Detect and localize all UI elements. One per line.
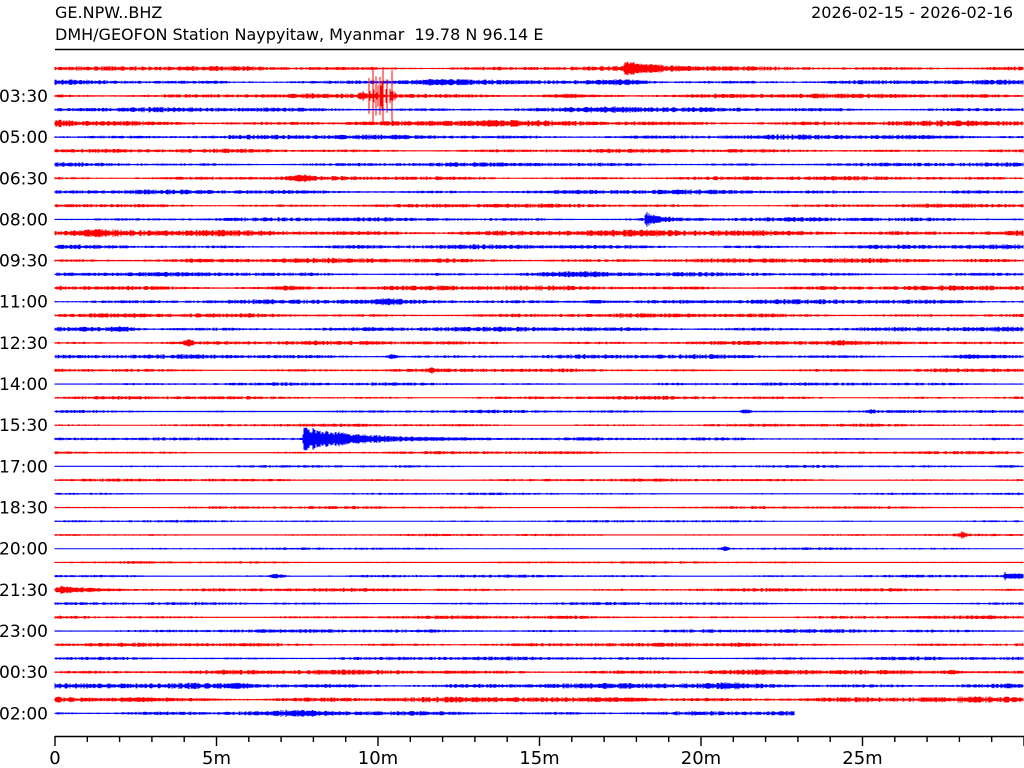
trace-row xyxy=(54,106,1024,113)
trace-row xyxy=(54,285,1024,291)
row-time-label: 21:30 xyxy=(0,581,48,601)
trace-row xyxy=(54,354,1024,360)
trace-row xyxy=(54,492,1024,496)
trace-row xyxy=(54,61,1024,76)
row-time-label: 09:30 xyxy=(0,252,48,272)
trace-row xyxy=(54,298,1024,306)
trace-row xyxy=(54,79,1024,86)
row-time-label: 18:30 xyxy=(0,499,48,519)
trace-row xyxy=(54,367,1024,374)
row-time-label: 08:00 xyxy=(0,210,48,230)
x-tick-label: 5m xyxy=(202,748,231,768)
trace-row xyxy=(54,464,1024,468)
trace-row xyxy=(54,642,1024,647)
trace-row xyxy=(54,427,1024,451)
trace-row xyxy=(54,395,1024,400)
trace-row xyxy=(54,561,1024,564)
row-time-label: 06:30 xyxy=(0,169,48,189)
trace-row xyxy=(54,119,1024,127)
trace-row xyxy=(54,244,1024,250)
stream-id: GE.NPW..BHZ xyxy=(55,3,163,22)
trace-row xyxy=(54,696,1024,703)
trace-row xyxy=(54,450,1024,455)
trace-row xyxy=(54,585,1024,594)
trace-row xyxy=(54,546,1024,551)
trace-row xyxy=(54,572,1024,581)
date-range: 2026-02-15 - 2026-02-16 xyxy=(811,3,1013,22)
trace-row xyxy=(54,519,1024,523)
trace-row xyxy=(54,257,1024,264)
x-tick-label: 0 xyxy=(49,748,60,768)
row-time-label: 05:00 xyxy=(0,128,48,148)
trace-row xyxy=(54,669,1024,675)
x-tick-label: 15m xyxy=(519,748,559,768)
trace-row xyxy=(54,339,1024,347)
trace-row xyxy=(54,382,1024,386)
x-tick-label: 10m xyxy=(358,748,398,768)
trace-row xyxy=(54,203,1024,208)
trace-row xyxy=(54,628,1024,634)
trace-row xyxy=(54,271,1024,278)
trace-row xyxy=(54,66,1024,125)
trace-row xyxy=(54,615,1024,620)
trace-row xyxy=(54,162,1024,167)
trace-row xyxy=(54,313,1024,318)
row-time-label: 12:30 xyxy=(0,334,48,354)
trace-row xyxy=(54,682,1024,690)
row-time-label: 20:00 xyxy=(0,540,48,560)
trace-row xyxy=(54,531,1024,539)
trace-row xyxy=(54,709,795,717)
trace-row xyxy=(54,478,1024,482)
trace-row xyxy=(54,656,1024,661)
trace-row xyxy=(54,229,1024,238)
trace-row xyxy=(54,134,1024,140)
trace-row xyxy=(54,409,1024,414)
row-time-label: 15:30 xyxy=(0,416,48,436)
trace-row xyxy=(54,189,1024,195)
row-time-label: 17:00 xyxy=(0,457,48,477)
trace-row xyxy=(54,423,1024,427)
row-time-label: 03:30 xyxy=(0,87,48,107)
trace-row xyxy=(54,212,1024,227)
trace-row xyxy=(54,326,1024,332)
x-tick-label: 20m xyxy=(681,748,721,768)
row-time-label: 14:00 xyxy=(0,375,48,395)
station-info: DMH/GEOFON Station Naypyitaw, Myanmar 19… xyxy=(55,25,544,44)
trace-row xyxy=(54,148,1024,154)
row-time-label: 11:00 xyxy=(0,293,48,313)
x-tick-label: 25m xyxy=(842,748,882,768)
row-time-label: 23:00 xyxy=(0,622,48,642)
trace-row xyxy=(54,174,1024,183)
row-time-label: 00:30 xyxy=(0,663,48,683)
row-time-label: 02:00 xyxy=(0,704,48,724)
trace-row xyxy=(54,601,1024,606)
trace-row xyxy=(54,505,1024,510)
